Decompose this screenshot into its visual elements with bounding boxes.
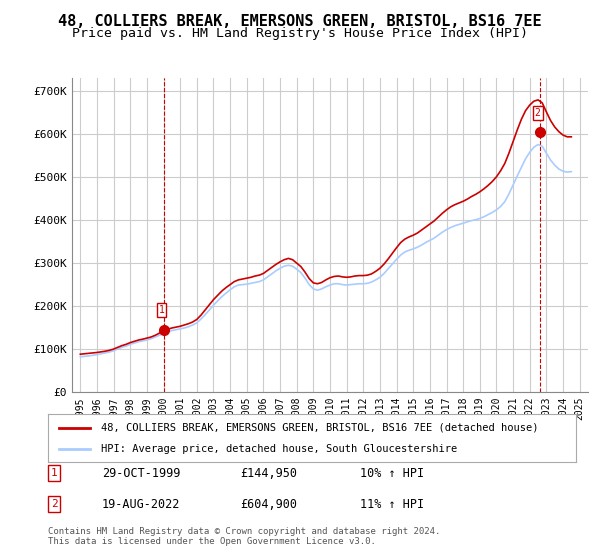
Text: £604,900: £604,900 (240, 497, 297, 511)
Text: 1: 1 (158, 305, 164, 315)
Text: 2: 2 (535, 108, 541, 118)
Text: 2: 2 (50, 499, 58, 509)
Text: 11% ↑ HPI: 11% ↑ HPI (360, 497, 424, 511)
Text: HPI: Average price, detached house, South Gloucestershire: HPI: Average price, detached house, Sout… (101, 444, 457, 454)
Text: Price paid vs. HM Land Registry's House Price Index (HPI): Price paid vs. HM Land Registry's House … (72, 27, 528, 40)
Text: 48, COLLIERS BREAK, EMERSONS GREEN, BRISTOL, BS16 7EE (detached house): 48, COLLIERS BREAK, EMERSONS GREEN, BRIS… (101, 423, 538, 433)
Text: 48, COLLIERS BREAK, EMERSONS GREEN, BRISTOL, BS16 7EE: 48, COLLIERS BREAK, EMERSONS GREEN, BRIS… (58, 14, 542, 29)
Text: Contains HM Land Registry data © Crown copyright and database right 2024.
This d: Contains HM Land Registry data © Crown c… (48, 526, 440, 546)
Text: 19-AUG-2022: 19-AUG-2022 (102, 497, 181, 511)
Text: £144,950: £144,950 (240, 466, 297, 480)
Text: 29-OCT-1999: 29-OCT-1999 (102, 466, 181, 480)
Text: 10% ↑ HPI: 10% ↑ HPI (360, 466, 424, 480)
Text: 1: 1 (50, 468, 58, 478)
